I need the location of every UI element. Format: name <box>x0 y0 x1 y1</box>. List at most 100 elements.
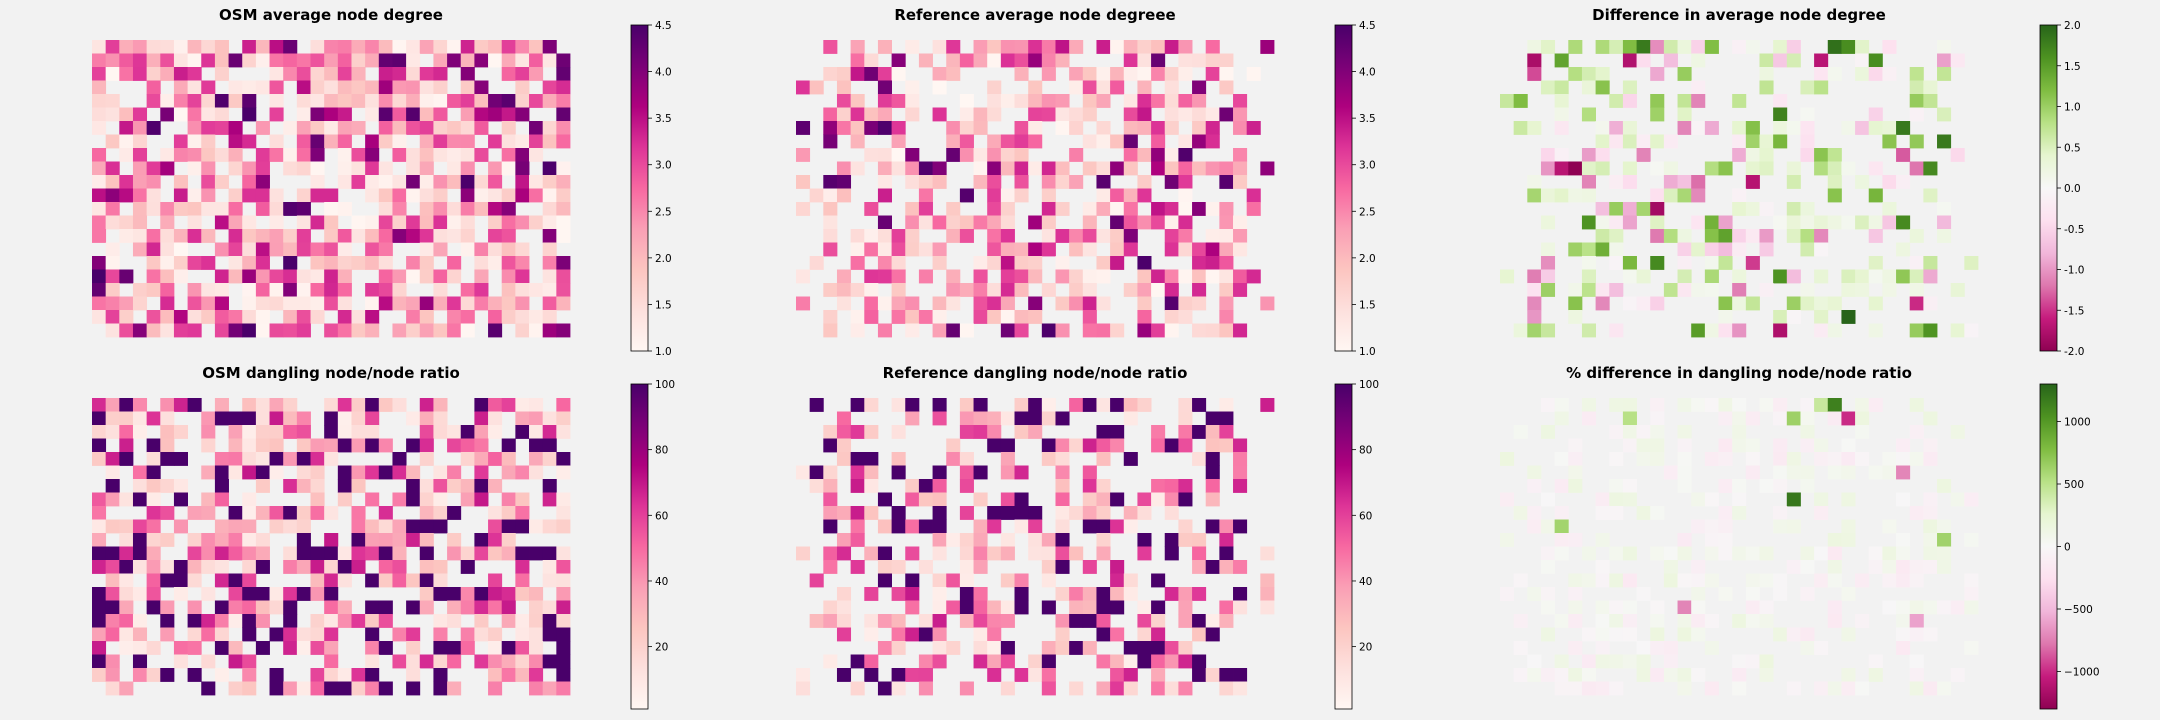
heatmap-cell <box>1527 40 1542 54</box>
heatmap-cell <box>419 202 434 216</box>
heatmap-cell <box>460 53 475 68</box>
heatmap-cell <box>1745 202 1760 216</box>
heatmap-cell <box>1055 323 1070 338</box>
heatmap-cell <box>877 560 892 574</box>
heatmap-cell <box>918 479 933 493</box>
heatmap-cell <box>987 654 1002 669</box>
heatmap-cell <box>433 587 448 601</box>
heatmap-cell <box>1000 148 1015 162</box>
heatmap-cell <box>1082 161 1097 176</box>
heatmap-cell <box>556 573 571 588</box>
heatmap-cell <box>1773 452 1788 466</box>
heatmap-cell <box>1704 641 1719 655</box>
heatmap-cell <box>1178 614 1193 628</box>
heatmap-cell <box>310 479 325 493</box>
heatmap-cell <box>1732 296 1747 311</box>
heatmap-cell <box>836 425 852 439</box>
heatmap-cell <box>1732 323 1747 338</box>
heatmap-cell <box>1028 654 1043 669</box>
heatmap-cell <box>1554 668 1569 682</box>
heatmap-cell <box>529 121 544 135</box>
heatmap-cell <box>1178 296 1193 311</box>
heatmap-cell <box>946 269 961 284</box>
heatmap-cell <box>406 215 421 230</box>
heatmap-cell <box>433 242 448 257</box>
heatmap-cell <box>283 121 298 135</box>
heatmap-cell <box>1123 654 1138 669</box>
heatmap-cell <box>406 600 421 615</box>
heatmap-cell <box>337 411 352 426</box>
heatmap-cell <box>201 188 216 203</box>
heatmap-cell <box>92 425 107 439</box>
heatmap-cell <box>460 242 475 257</box>
heatmap-cell <box>1055 492 1070 507</box>
heatmap-cell <box>406 641 421 655</box>
heatmap-cell <box>1677 121 1692 135</box>
heatmap-cell <box>1609 492 1624 507</box>
heatmap-cell <box>337 202 352 216</box>
heatmap-cell <box>946 323 961 338</box>
heatmap-cell <box>877 80 892 95</box>
heatmap-cell <box>932 296 947 311</box>
heatmap-cell <box>351 506 366 520</box>
heatmap-cell <box>283 425 298 439</box>
heatmap-cell <box>214 398 229 412</box>
heatmap-cell <box>501 53 516 68</box>
heatmap-cell <box>1000 40 1015 54</box>
heatmap-cell <box>515 188 530 203</box>
heatmap-cell <box>1909 654 1924 669</box>
heatmap-cell <box>433 67 448 81</box>
heatmap-cell <box>1540 283 1556 297</box>
heatmap-cell <box>419 560 434 574</box>
heatmap-cell <box>1540 188 1556 203</box>
heatmap-cell <box>324 506 339 520</box>
heatmap-cell <box>1151 134 1166 149</box>
heatmap-cell <box>1882 134 1897 149</box>
heatmap-cell <box>1178 492 1193 507</box>
heatmap-cell <box>891 425 906 439</box>
heatmap-cell <box>932 600 947 615</box>
heatmap-cell <box>1937 533 1952 547</box>
heatmap-cell <box>1164 215 1179 230</box>
heatmap-cell <box>146 283 161 297</box>
heatmap-cell <box>1069 229 1084 243</box>
heatmap-cell <box>850 242 865 257</box>
heatmap-cell <box>1069 587 1084 601</box>
heatmap-cell <box>255 614 270 628</box>
heatmap-cell <box>105 654 120 669</box>
heatmap-cell <box>488 681 503 696</box>
heatmap-cell <box>905 296 920 311</box>
heatmap-cell <box>447 256 462 270</box>
heatmap-cell <box>1732 479 1747 493</box>
heatmap-cell <box>392 94 407 108</box>
heatmap-cell <box>1745 134 1760 149</box>
heatmap-cell <box>1732 425 1747 439</box>
heatmap-cell <box>201 465 216 480</box>
heatmap-cell <box>1732 492 1747 507</box>
heatmap-cell <box>1622 398 1637 412</box>
heatmap-cell <box>1814 641 1829 655</box>
heatmap-cell <box>228 229 243 243</box>
heatmap-cell <box>1691 519 1706 534</box>
heatmap-cell <box>1773 573 1788 588</box>
heatmap-cell <box>1219 161 1234 176</box>
heatmap-cell <box>283 614 298 628</box>
heatmap-cell <box>419 107 434 122</box>
heatmap-cell <box>1759 67 1774 81</box>
heatmap-cell <box>973 641 988 655</box>
heatmap-cell <box>119 425 134 439</box>
heatmap-cell <box>515 627 530 642</box>
heatmap-cell <box>836 67 852 81</box>
heatmap-cell <box>1137 600 1152 615</box>
heatmap-cell <box>1650 506 1665 520</box>
heatmap-cell <box>1260 573 1275 588</box>
heatmap-cell <box>228 614 243 628</box>
heatmap-cell <box>296 107 311 122</box>
heatmap-cell <box>891 53 906 68</box>
heatmap-cell <box>1786 161 1801 176</box>
heatmap-cell <box>1745 614 1760 628</box>
heatmap-cell <box>1882 465 1897 480</box>
heatmap-cell <box>1000 188 1015 203</box>
heatmap-cell <box>310 188 325 203</box>
heatmap-cell <box>1055 121 1070 135</box>
